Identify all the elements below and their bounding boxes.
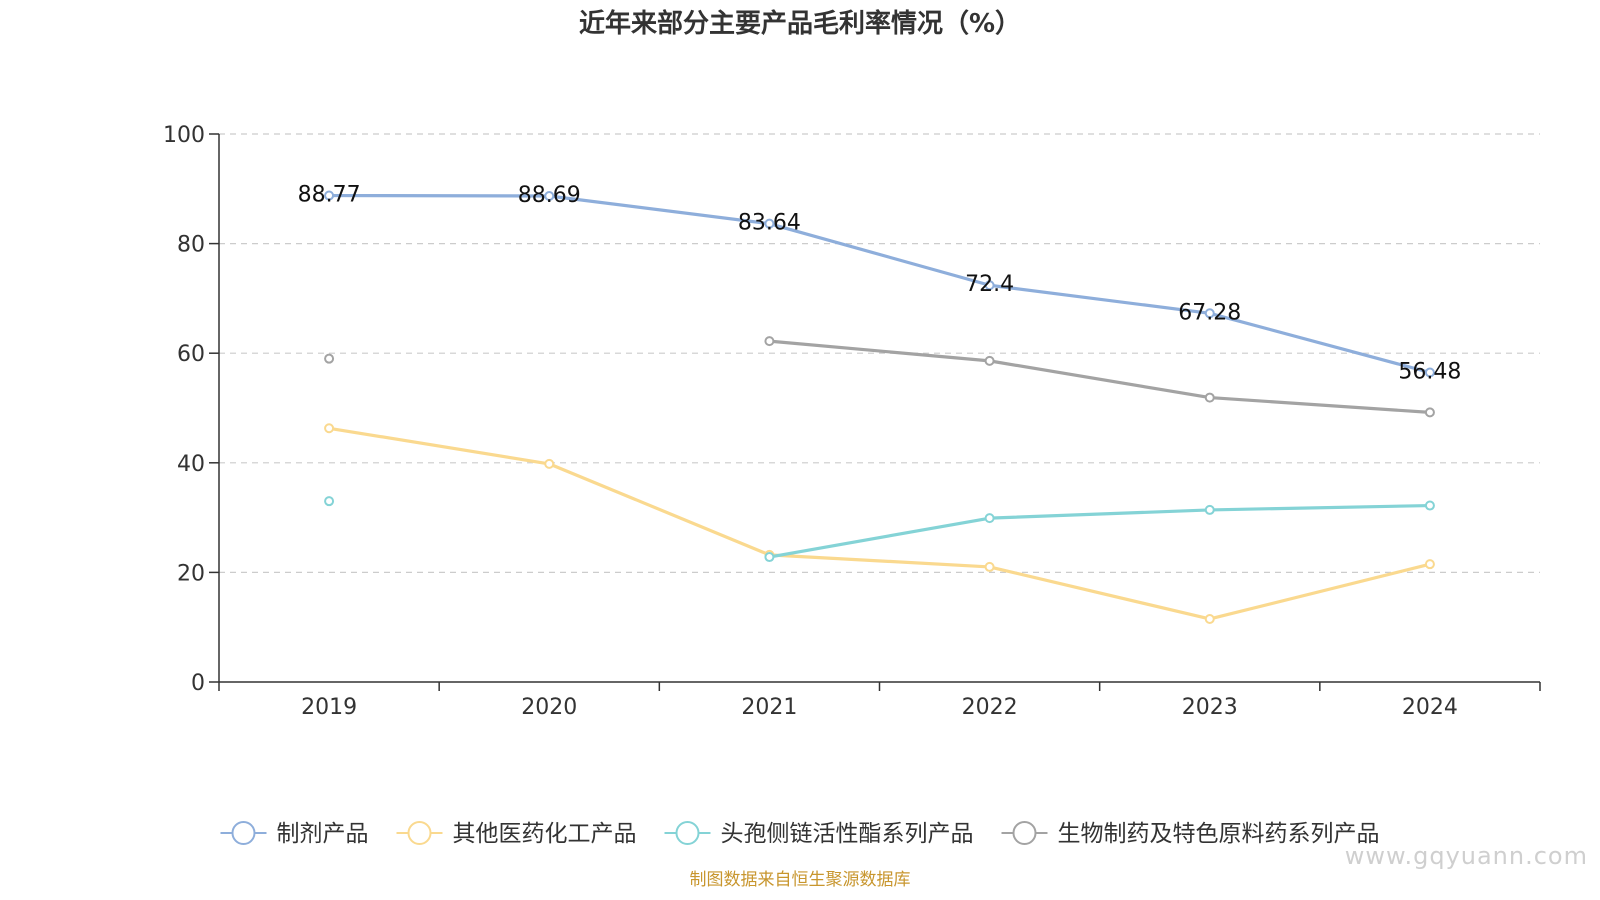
y-tick-label: 100 [163,123,205,148]
data-label: 88.77 [298,183,361,208]
data-point [1204,308,1215,319]
data-point [1424,367,1435,378]
series-2 [324,496,1435,563]
y-tick-label: 20 [177,561,205,586]
data-point [1204,504,1215,515]
y-tick-label: 40 [177,452,205,477]
x-tick-label: 2020 [521,695,577,720]
series-line [769,339,1431,414]
y-tick-label: 80 [177,233,205,258]
series-1 [324,423,1435,624]
legend-item-0: 制剂产品 [220,821,369,847]
x-tick-label: 2019 [301,695,357,720]
data-point [984,355,995,366]
series-0 [324,190,1435,378]
legend-item-2: 头孢侧链活性酯系列产品 [664,821,974,847]
legend: 制剂产品 其他医药化工产品 头孢侧链活性酯系列产品 生物制药及特色原料药系列产品 [220,821,1380,847]
watermark: www.gqyuann.com [1345,842,1588,870]
legend-marker [407,821,432,845]
data-label: 88.69 [518,183,581,208]
data-label: 67.28 [1178,300,1241,325]
data-point [764,552,775,563]
data-point [324,496,335,507]
data-label: 56.48 [1398,359,1461,384]
legend-marker [675,821,700,845]
data-point [764,336,775,347]
legend-marker [231,821,256,845]
data-point [1424,559,1435,570]
series-3 [324,336,1435,418]
series-line [769,503,1430,559]
chart-title: 近年来部分主要产品毛利率情况（%） [579,8,1021,39]
series-group [324,190,1435,624]
data-point [324,353,335,364]
data-point [544,190,555,201]
data-point [764,218,775,229]
data-label: 72.4 [965,272,1014,297]
data-labels: 88.77 88.69 83.64 72.4 67.28 56.48 [298,183,1462,385]
legend-label: 制剂产品 [277,821,369,847]
x-tick-label: 2024 [1402,695,1458,720]
data-point [1204,613,1215,624]
legend-label: 生物制药及特色原料药系列产品 [1058,821,1380,847]
x-tick-label: 2023 [1182,695,1238,720]
data-point [324,423,335,434]
legend-marker [1012,821,1037,845]
source-footer: 制图数据来自恒生聚源数据库 [690,870,911,890]
axes: 0 20 40 60 80 100 2019 2020 2021 2022 2023 2024 [163,123,1541,720]
data-point [984,280,995,291]
data-point [1424,500,1435,511]
data-point [544,458,555,469]
legend-label: 其他医药化工产品 [453,821,637,847]
series-line [328,426,1431,621]
x-tick-label: 2022 [962,695,1018,720]
grid-lines [219,133,1540,574]
data-point [1204,392,1215,403]
y-tick-label: 0 [191,671,205,696]
x-tick-label: 2021 [741,695,797,720]
data-point [984,513,995,524]
legend-item-3: 生物制药及特色原料药系列产品 [1001,821,1380,847]
legend-label: 头孢侧链活性酯系列产品 [721,821,974,847]
legend-item-1: 其他医药化工产品 [396,821,637,847]
data-point [984,561,995,572]
data-point [324,190,335,201]
data-label: 83.64 [738,211,801,236]
data-point [1424,407,1435,418]
y-tick-label: 60 [177,342,205,367]
series-line [329,193,1431,375]
